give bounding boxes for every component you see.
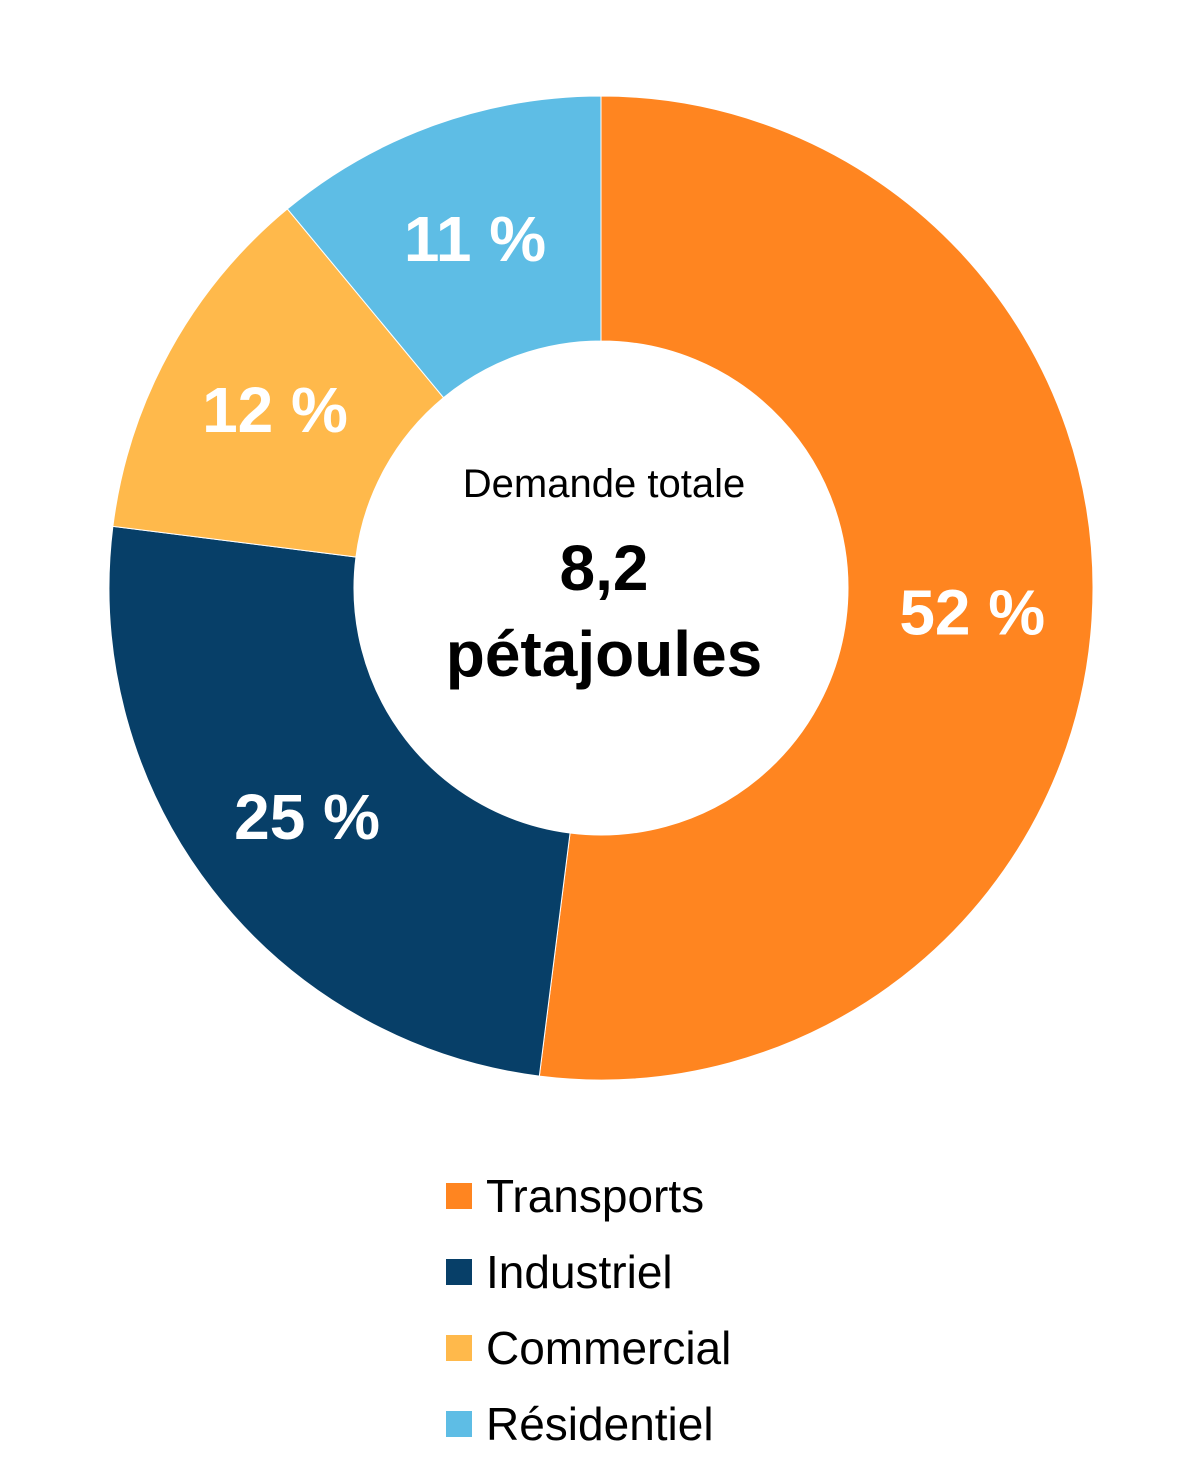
legend-swatch-industriel xyxy=(446,1259,472,1285)
center-text: Demande totale 8,2 pétajoules xyxy=(446,462,763,690)
slice-label-commercial: 12 % xyxy=(202,374,348,446)
legend-label-transports: Transports xyxy=(486,1170,705,1222)
legend: Transports Industriel Commercial Résiden… xyxy=(446,1158,846,1462)
legend-item-commercial: Commercial xyxy=(446,1310,846,1386)
slice-label-residentiel: 11 % xyxy=(404,203,546,275)
slice-industriel xyxy=(108,525,571,1077)
slice-residentiel xyxy=(286,95,602,399)
center-value-line1: 8,2 xyxy=(560,532,649,604)
legend-swatch-residentiel xyxy=(446,1411,472,1437)
donut-chart: 52 % 25 % 12 % 11 % Demande totale 8,2 péta… xyxy=(108,95,1094,1081)
legend-label-residentiel: Résidentiel xyxy=(486,1398,714,1450)
slice-label-transports: 52 % xyxy=(899,576,1045,648)
center-caption: Demande totale xyxy=(463,462,745,506)
slice-commercial xyxy=(112,208,445,558)
donut-slices xyxy=(108,95,1094,1081)
slice-transports xyxy=(538,95,1094,1081)
legend-item-industriel: Industriel xyxy=(446,1234,846,1310)
legend-label-commercial: Commercial xyxy=(486,1322,732,1374)
legend-item-transports: Transports xyxy=(446,1158,846,1234)
legend-swatch-commercial xyxy=(446,1335,472,1361)
legend-swatch-transports xyxy=(446,1183,472,1209)
legend-label-industriel: Industriel xyxy=(486,1246,673,1298)
legend-item-residentiel: Résidentiel xyxy=(446,1386,846,1462)
slice-labels: 52 % 25 % 12 % 11 % xyxy=(202,203,1045,853)
center-value-line2: pétajoules xyxy=(446,618,763,690)
slice-label-industriel: 25 % xyxy=(234,781,380,853)
